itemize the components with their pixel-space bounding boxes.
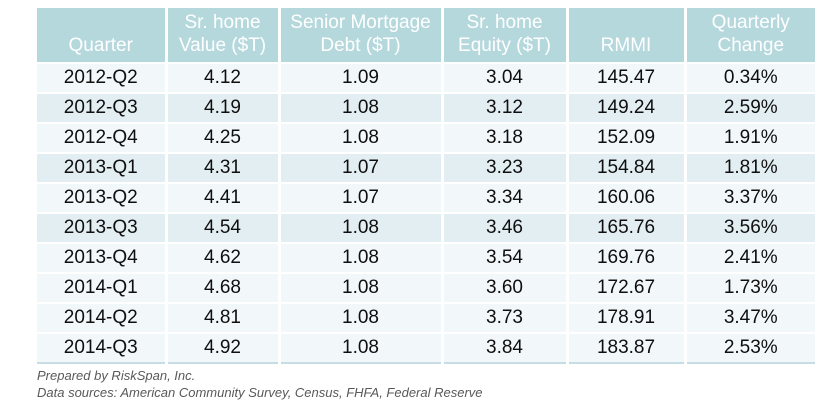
table-cell: 3.23 [440, 152, 567, 183]
table-cell: 1.73% [683, 272, 815, 303]
table-footer: Prepared by RiskSpan, Inc. Data sources:… [37, 367, 815, 401]
table-cell: 1.07 [277, 182, 442, 213]
table-cell: 2014-Q3 [37, 332, 166, 364]
table-cell: 2013-Q2 [37, 182, 166, 213]
table-cell: 4.92 [164, 332, 279, 364]
table-cell: 3.34 [440, 182, 567, 213]
table-cell: 3.54 [440, 242, 567, 273]
table-row: 2013-Q2 4.41 1.07 3.34 160.06 3.37% [37, 182, 815, 213]
table-cell: 4.19 [164, 92, 279, 123]
column-header: Sr. home Equity ($T) [440, 8, 567, 63]
column-header-line: Senior Mortgage [290, 12, 431, 33]
table-cell: 3.37% [683, 182, 815, 213]
table-row: 2013-Q1 4.31 1.07 3.23 154.84 1.81% [37, 152, 815, 183]
column-header-line: Quarterly [711, 12, 790, 33]
table-cell: 1.81% [683, 152, 815, 183]
column-header-line: Value ($T) [178, 35, 267, 56]
table-cell: 4.81 [164, 302, 279, 333]
table-cell: 2.59% [683, 92, 815, 123]
table-cell: 2.41% [683, 242, 815, 273]
table-cell: 3.60 [440, 272, 567, 303]
table-row: 2013-Q4 4.62 1.08 3.54 169.76 2.41% [37, 242, 815, 273]
table-cell: 0.34% [683, 62, 815, 93]
table-cell: 183.87 [565, 332, 685, 364]
column-header-line: Sr. home [466, 12, 543, 33]
table-cell: 2012-Q3 [37, 92, 166, 123]
table-cell: 154.84 [565, 152, 685, 183]
footer-data-sources: Data sources: American Community Survey,… [37, 385, 483, 400]
column-header-line: Debt ($T) [320, 35, 401, 56]
table-cell: 4.41 [164, 182, 279, 213]
table-cell: 1.08 [277, 302, 442, 333]
table-cell: 165.76 [565, 212, 685, 243]
table-cell: 2.53% [683, 332, 815, 364]
table-cell: 4.68 [164, 272, 279, 303]
table-cell: 1.08 [277, 212, 442, 243]
table-cell: 3.18 [440, 122, 567, 153]
column-header-line: Equity ($T) [458, 35, 551, 56]
column-header-line: RMMI [600, 35, 652, 56]
table-cell: 1.08 [277, 272, 442, 303]
table-cell: 149.24 [565, 92, 685, 123]
column-header-line: Sr. home [184, 12, 261, 33]
table-cell: 3.56% [683, 212, 815, 243]
table-row: 2012-Q2 4.12 1.09 3.04 145.47 0.34% [37, 62, 815, 93]
column-header: Sr. home Value ($T) [164, 8, 279, 63]
table-cell: 1.08 [277, 122, 442, 153]
table-cell: 145.47 [565, 62, 685, 93]
table-cell: 2013-Q3 [37, 212, 166, 243]
column-header: Quarter [37, 8, 166, 63]
table-cell: 160.06 [565, 182, 685, 213]
rmmi-table: Quarter Sr. home Value ($T) Senior Mortgage… [37, 8, 815, 364]
table-cell: 4.54 [164, 212, 279, 243]
table-cell: 2014-Q2 [37, 302, 166, 333]
table-row: 2013-Q3 4.54 1.08 3.46 165.76 3.56% [37, 212, 815, 243]
table-cell: 2014-Q1 [37, 272, 166, 303]
table-cell: 172.67 [565, 272, 685, 303]
table-cell: 1.08 [277, 332, 442, 364]
table-cell: 4.62 [164, 242, 279, 273]
table-cell: 2013-Q4 [37, 242, 166, 273]
table-cell: 169.76 [565, 242, 685, 273]
table-cell: 1.91% [683, 122, 815, 153]
column-header: Senior Mortgage Debt ($T) [277, 8, 442, 63]
table-row: 2014-Q3 4.92 1.08 3.84 183.87 2.53% [37, 332, 815, 364]
footer-prepared-by: Prepared by RiskSpan, Inc. [37, 368, 196, 383]
table-cell: 3.73 [440, 302, 567, 333]
column-header: RMMI [565, 8, 685, 63]
table-cell: 3.12 [440, 92, 567, 123]
table-head: Quarter Sr. home Value ($T) Senior Mortgage… [37, 8, 815, 63]
table-row: 2012-Q3 4.19 1.08 3.12 149.24 2.59% [37, 92, 815, 123]
table-cell: 1.07 [277, 152, 442, 183]
table-cell: 3.04 [440, 62, 567, 93]
column-header-line: Change [717, 35, 785, 56]
table-cell: 1.08 [277, 92, 442, 123]
table-row: 2012-Q4 4.25 1.08 3.18 152.09 1.91% [37, 122, 815, 153]
table-row: 2014-Q1 4.68 1.08 3.60 172.67 1.73% [37, 272, 815, 303]
table-cell: 2012-Q4 [37, 122, 166, 153]
table-cell: 2012-Q2 [37, 62, 166, 93]
table-cell: 4.31 [164, 152, 279, 183]
page: Quarter Sr. home Value ($T) Senior Mortgage… [37, 8, 815, 401]
table-cell: 178.91 [565, 302, 685, 333]
table-cell: 3.46 [440, 212, 567, 243]
table-row: 2014-Q2 4.81 1.08 3.73 178.91 3.47% [37, 302, 815, 333]
table-cell: 1.08 [277, 242, 442, 273]
table-cell: 4.25 [164, 122, 279, 153]
table-cell: 4.12 [164, 62, 279, 93]
table-header-row: Quarter Sr. home Value ($T) Senior Mortgage… [37, 8, 815, 63]
table-cell: 152.09 [565, 122, 685, 153]
table-cell: 1.09 [277, 62, 442, 93]
table-cell: 2013-Q1 [37, 152, 166, 183]
table-cell: 3.84 [440, 332, 567, 364]
column-header-line: Quarter [68, 35, 133, 56]
table-cell: 3.47% [683, 302, 815, 333]
table-body: 2012-Q2 4.12 1.09 3.04 145.47 0.34% 2012-Q3 4.1… [37, 62, 815, 364]
column-header: Quarterly Change [683, 8, 815, 63]
